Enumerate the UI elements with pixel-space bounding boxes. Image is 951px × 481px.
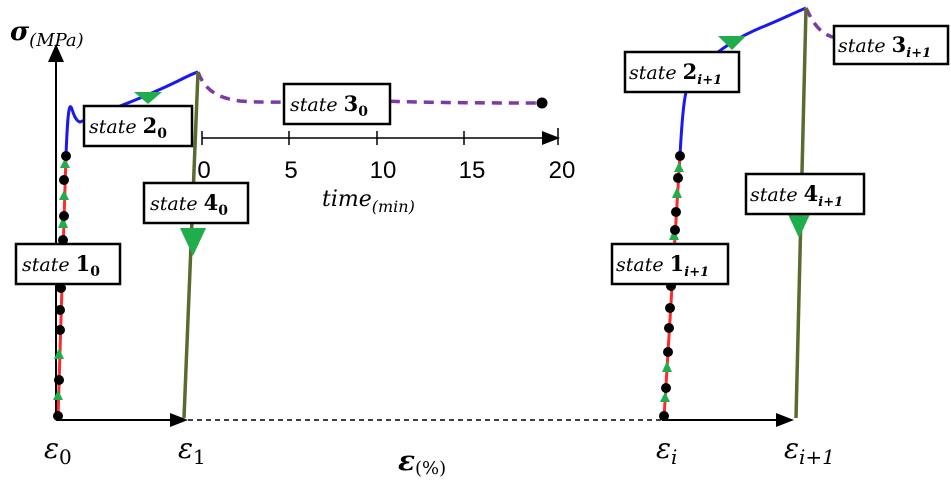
loading-markers-i1	[659, 151, 685, 421]
state-box-4-0: state 40	[142, 181, 250, 225]
strain-tick-e0: ε0	[44, 432, 72, 469]
time-tick-20: 20	[549, 157, 576, 184]
strain-axis-label: ε(%)	[398, 444, 446, 479]
strain-tick-ei: εi	[656, 432, 677, 469]
state-box-1-i1: state 1i+1	[610, 242, 730, 286]
svg-text:state 20: state 20	[89, 113, 167, 142]
stress-axis	[48, 44, 64, 418]
stress-symbol: σ	[10, 17, 30, 47]
state-box-1-0: state 10	[14, 242, 122, 286]
state-box-2-i1: state 2i+1	[623, 50, 741, 94]
yield-arrow-i1	[718, 36, 746, 50]
svg-text:state 30: state 30	[290, 91, 368, 120]
time-axis	[201, 128, 560, 145]
state-box-4-i1: state 4i+1	[744, 172, 866, 216]
strain-axis	[56, 413, 794, 427]
state-box-2-0: state 20	[82, 104, 194, 148]
time-tick-0: 0	[197, 157, 210, 184]
svg-text:state 10: state 10	[22, 251, 100, 280]
time-axis-label: time(min)	[322, 187, 415, 216]
strain-tick-ei1: εi+1	[784, 432, 835, 469]
state-box-3-0: state 30	[282, 82, 392, 126]
stress-axis-label: σ(MPa)	[10, 17, 84, 51]
strain-symbol: ε	[398, 444, 415, 477]
relaxation-end-dot-0	[536, 97, 548, 109]
svg-text:state 40: state 40	[150, 190, 228, 219]
time-tick-10: 10	[370, 157, 397, 184]
unloading-arrow-0	[180, 228, 206, 256]
strain-unit: (%)	[415, 458, 446, 479]
relaxation-curve-0	[196, 71, 543, 105]
state-box-3-i1: state 3i+1	[832, 24, 950, 66]
svg-text:state 4i+1: state 4i+1	[750, 181, 843, 210]
yield-arrow-0	[134, 92, 162, 104]
svg-text:state 1i+1: state 1i+1	[616, 251, 709, 280]
strain-tick-e1: ε1	[178, 432, 206, 469]
time-tick-5: 5	[284, 157, 297, 184]
stress-unit: (MPa)	[29, 30, 84, 51]
time-tick-15: 15	[459, 157, 486, 184]
svg-text:state 2i+1: state 2i+1	[629, 59, 722, 88]
unloading-arrow-i1	[786, 210, 812, 238]
svg-text:state 3i+1: state 3i+1	[838, 32, 931, 61]
